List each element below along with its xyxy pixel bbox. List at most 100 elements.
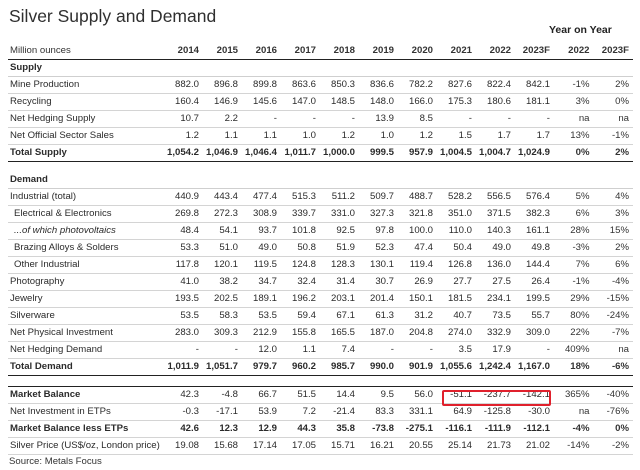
row-label: Net Hedging Supply [8,110,164,128]
value-cell: 181.1 [515,93,554,111]
value-cell: - [437,110,476,128]
value-cell [515,375,554,387]
page-title: Silver Supply and Demand [9,6,217,26]
row-label: ...of which photovoltaics [8,222,164,240]
value-cell: 202.5 [203,290,242,308]
value-cell: - [281,110,320,128]
value-cell [281,59,320,77]
value-cell: 321.8 [398,205,437,223]
yoy-cell: 22% [554,324,594,342]
value-cell: 160.4 [164,93,203,111]
value-cell: 234.1 [476,290,515,308]
value-cell: 477.4 [242,188,281,206]
value-cell: 97.8 [359,222,398,240]
yoy-cell: 4% [593,188,633,206]
value-cell: 180.6 [476,93,515,111]
value-cell: - [398,341,437,359]
value-cell: 119.4 [398,256,437,274]
value-cell: 371.5 [476,205,515,223]
row-label: Recycling [8,93,164,111]
value-cell: 53.9 [242,403,281,421]
value-cell: 782.2 [398,76,437,94]
value-cell: 38.2 [203,273,242,291]
yoy-cell: 3% [593,205,633,223]
table-row: Jewelry 193.5 202.5 189.1 196.2 203.1 201.4 150… [8,290,633,308]
yoy-cell: 18% [554,358,594,376]
table-row: Net Investment in ETPs -0.3 -17.1 53.9 7.2 -2… [8,403,633,421]
value-cell: 1.1 [281,341,320,359]
yoy-cell: 365% [554,386,594,404]
value-cell: 155.8 [281,324,320,342]
value-cell: 382.3 [515,205,554,223]
row-label: Net Hedging Demand [8,341,164,359]
value-cell: 54.1 [203,222,242,240]
value-cell [476,162,515,173]
value-cell: 49.0 [242,239,281,257]
value-cell [359,59,398,77]
yoy-cell: 0% [593,93,633,111]
value-cell: 27.5 [476,273,515,291]
row-label: Net Official Sector Sales [8,127,164,145]
yoy-cell: 13% [554,127,594,145]
value-cell: 990.0 [359,358,398,376]
value-cell: -125.8 [476,403,515,421]
row-label: Silver Price (US$/oz, London price) [8,437,164,455]
value-cell: 161.1 [515,222,554,240]
value-cell [359,172,398,189]
year-header: 2019 [359,42,398,60]
value-cell: 16.21 [359,437,398,455]
value-cell [515,172,554,189]
value-cell: 896.8 [203,76,242,94]
year-header: 2022 [476,42,515,60]
yoy-cell: 3% [554,93,594,111]
yoy-cell [593,375,633,387]
value-cell [398,59,437,77]
value-cell: 126.8 [437,256,476,274]
value-cell: 48.4 [164,222,203,240]
value-cell: 124.8 [281,256,320,274]
value-cell: 1.7 [476,127,515,145]
supply-demand-table: Million ounces 2014 2015 2016 2017 2018 … [8,42,633,455]
value-cell [359,162,398,173]
value-cell: 842.1 [515,76,554,94]
value-cell: 187.0 [359,324,398,342]
value-cell [437,172,476,189]
table-row: Mine Production 882.0 896.8 899.8 863.6 850.3… [8,76,633,94]
yoy-cell: 2% [593,239,633,257]
value-cell: 901.9 [398,358,437,376]
yoy-cell: 0% [593,420,633,438]
table-row: Total Supply 1,054.2 1,046.9 1,046.4 1,011.7… [8,144,633,162]
value-cell: -4.8 [203,386,242,404]
value-cell [281,172,320,189]
value-cell: 50.4 [437,239,476,257]
value-cell: 59.4 [281,307,320,325]
year-header: 2017 [281,42,320,60]
value-cell: - [476,110,515,128]
yoy-cell [593,59,633,77]
value-cell [164,59,203,77]
value-cell: 1,004.7 [476,144,515,162]
value-cell [164,375,203,387]
value-cell: 17.9 [476,341,515,359]
yoy-cell [554,59,594,77]
value-cell: 10.7 [164,110,203,128]
table-row: Net Physical Investment 283.0 309.3 212.9 15… [8,324,633,342]
value-cell: 339.7 [281,205,320,223]
value-cell: 136.0 [476,256,515,274]
yoy-cell: 6% [554,205,594,223]
value-cell [359,375,398,387]
value-cell: 196.2 [281,290,320,308]
value-cell [398,162,437,173]
table-row: ...of which photovoltaics 48.4 54.1 93.7 101… [8,222,633,240]
value-cell [320,162,359,173]
row-label: Jewelry [8,290,164,308]
value-cell: 1.5 [437,127,476,145]
value-cell: 12.9 [242,420,281,438]
value-cell: 7.4 [320,341,359,359]
value-cell: 61.3 [359,307,398,325]
value-cell: 212.9 [242,324,281,342]
value-cell: 309.0 [515,324,554,342]
row-label: Supply [8,59,164,77]
value-cell: 17.14 [242,437,281,455]
value-cell: 556.5 [476,188,515,206]
